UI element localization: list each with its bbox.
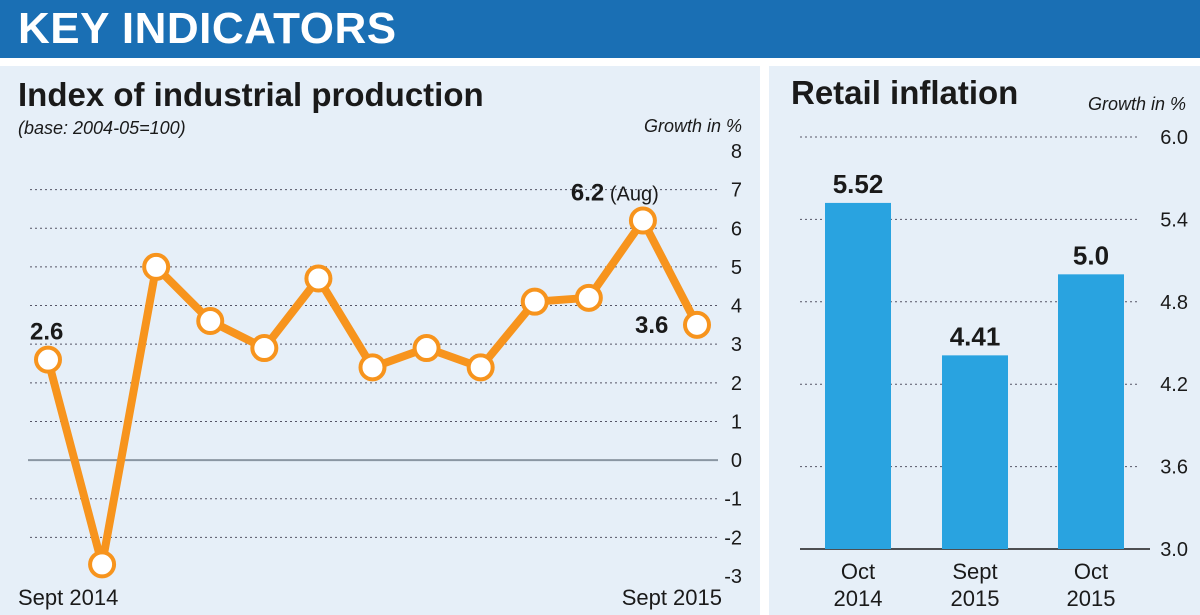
iip-ytick-label: 6: [731, 218, 742, 240]
retail-category-label: Sept: [952, 559, 997, 584]
retail-unit-label: Growth in %: [1087, 94, 1186, 114]
retail-ytick-label: 6.0: [1160, 127, 1188, 149]
iip-annotation-peak-value: 6.2: [571, 180, 604, 207]
iip-annotation-start: 2.6: [30, 319, 63, 346]
retail-bar-value-label: 5.0: [1073, 240, 1109, 270]
retail-ytick-label: 3.0: [1160, 539, 1188, 561]
iip-ytick-label: 4: [731, 296, 742, 318]
iip-annotation-end: 3.6: [635, 312, 668, 339]
retail-bar: [942, 355, 1008, 549]
iip-ytick-label: 7: [731, 180, 742, 202]
iip-panel: Index of industrial production (base: 20…: [0, 66, 760, 615]
iip-ytick-label: 3: [731, 334, 742, 356]
iip-data-point: [34, 345, 62, 374]
retail-ytick-label: 4.2: [1160, 374, 1188, 396]
retail-bar: [1058, 274, 1124, 549]
retail-category-year: 2015: [1067, 586, 1116, 611]
iip-data-point: [683, 310, 711, 339]
iip-data-point: [466, 353, 495, 382]
banner: KEY INDICATORS: [0, 0, 1200, 58]
iip-ytick-label: 1: [731, 411, 742, 433]
retail-category-year: 2015: [951, 586, 1000, 611]
iip-unit-label: Growth in %: [643, 116, 742, 136]
iip-data-point: [628, 206, 657, 235]
iip-ytick-label: -1: [724, 489, 742, 511]
iip-ytick-label: 2: [731, 373, 742, 395]
retail-category-label: Oct: [841, 559, 875, 584]
banner-title: KEY INDICATORS: [18, 4, 397, 53]
iip-data-point: [304, 264, 333, 293]
iip-ytick-label: -3: [724, 566, 742, 588]
iip-data-point: [574, 283, 603, 312]
iip-ytick-label: 8: [731, 141, 742, 163]
iip-title: Index of industrial production: [18, 76, 484, 113]
iip-annotation-peak: 6.2 (Aug): [571, 180, 659, 207]
retail-title: Retail inflation: [791, 74, 1019, 111]
retail-category-year: 2014: [834, 586, 883, 611]
iip-data-point: [142, 252, 171, 281]
iip-ytick-label: 5: [731, 257, 742, 279]
iip-subtitle: (base: 2004-05=100): [18, 118, 186, 138]
iip-data-point: [250, 334, 279, 363]
iip-data-point: [358, 353, 387, 382]
retail-ytick-label: 4.8: [1160, 292, 1188, 314]
iip-xlabel-end: Sept 2015: [622, 585, 722, 610]
iip-data-point: [520, 287, 549, 316]
iip-ytick-label: -2: [724, 527, 742, 549]
iip-xlabel-start: Sept 2014: [18, 585, 118, 610]
retail-bar-value-label: 5.52: [833, 169, 884, 199]
retail-ytick-label: 3.6: [1160, 457, 1188, 479]
retail-category-label: Oct: [1074, 559, 1108, 584]
iip-data-point: [196, 307, 225, 335]
iip-data-point: [412, 334, 441, 363]
retail-ytick-label: 5.4: [1160, 209, 1188, 231]
retail-bar: [825, 202, 891, 550]
iip-ytick-label: 0: [731, 450, 742, 472]
iip-data-point: [88, 550, 117, 579]
iip-annotation-peak-suffix: (Aug): [604, 184, 658, 206]
retail-bar-value-label: 4.41: [950, 321, 1001, 351]
